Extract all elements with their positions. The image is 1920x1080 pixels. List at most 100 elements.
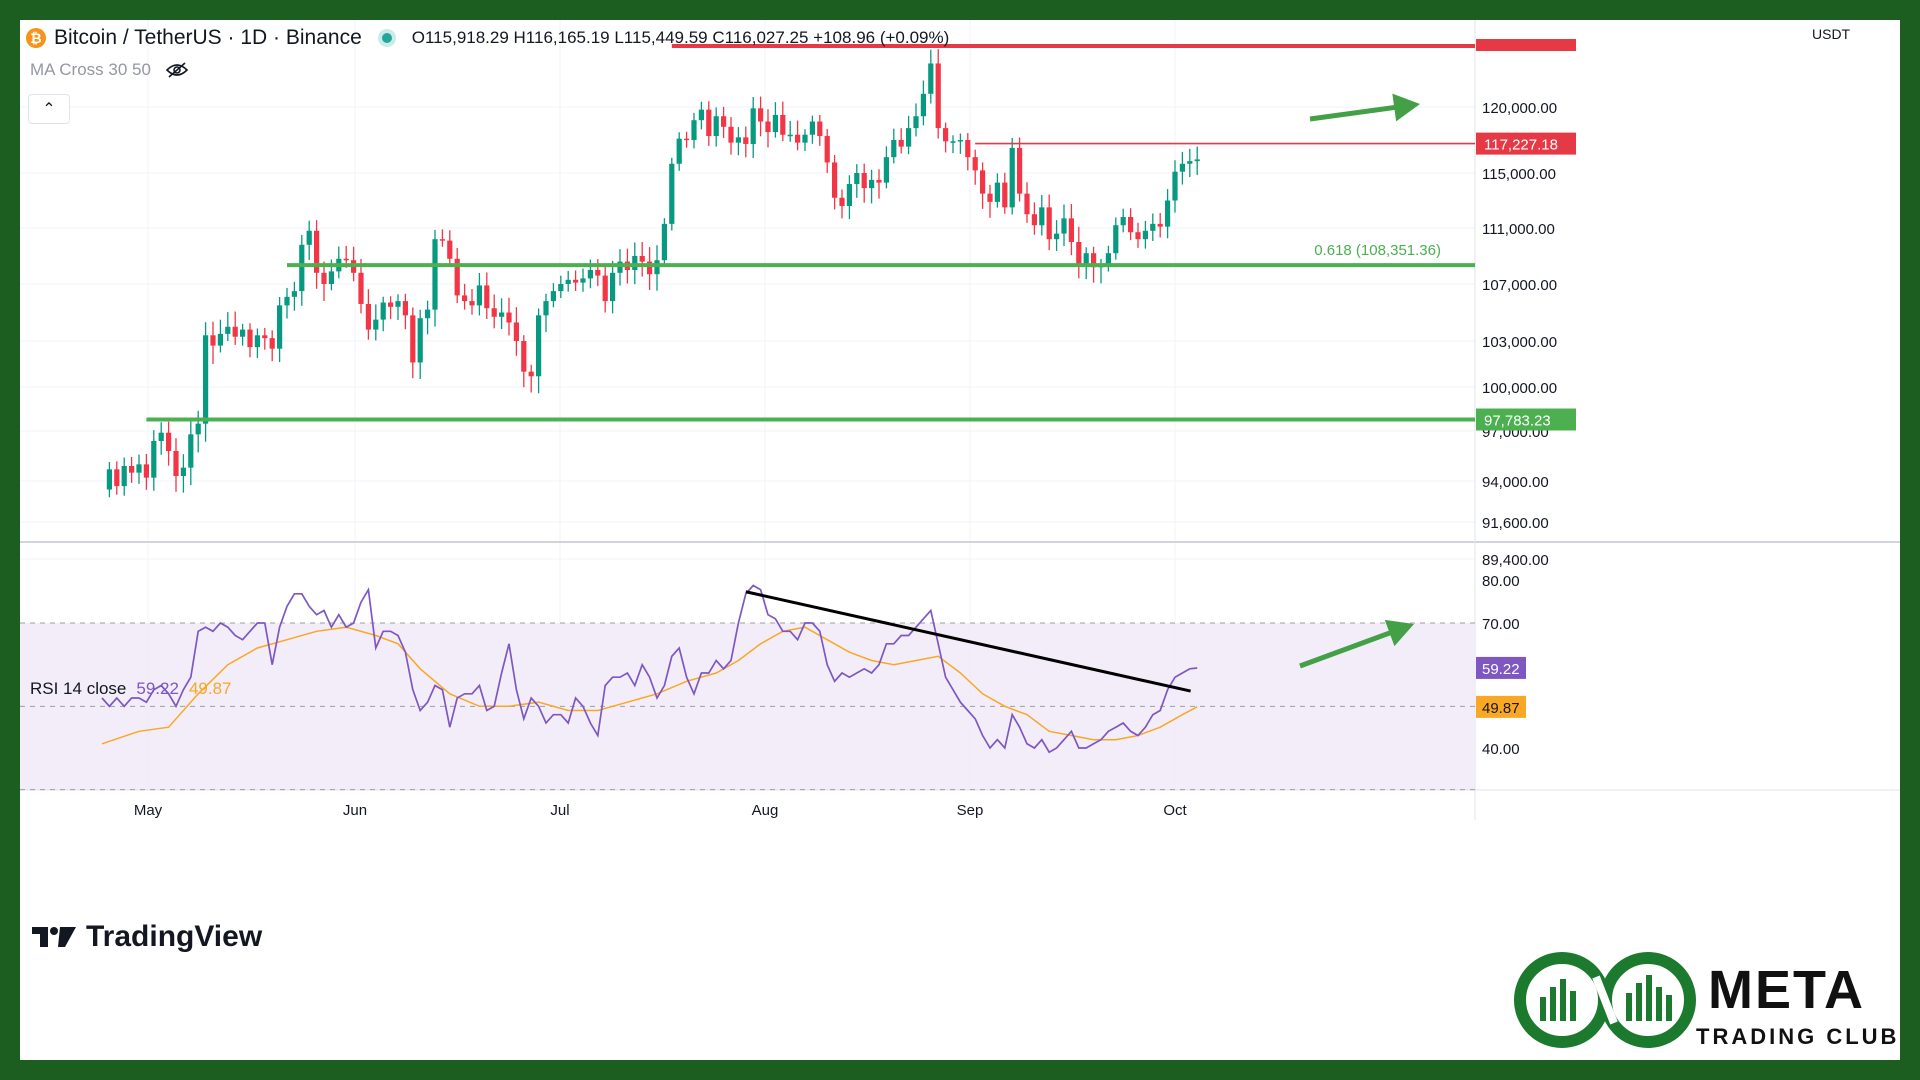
meta-brand-panel bbox=[1510, 945, 1890, 1055]
eye-off-icon[interactable] bbox=[165, 62, 189, 78]
candle-body bbox=[158, 432, 164, 441]
candle-body bbox=[824, 136, 830, 163]
candle-body bbox=[1076, 242, 1082, 265]
candle-body bbox=[617, 261, 623, 273]
rsi-ma-value-tag bbox=[1476, 695, 1526, 718]
candle-body bbox=[484, 285, 490, 309]
candle-body bbox=[950, 141, 956, 143]
candle-body bbox=[210, 335, 216, 346]
currency-label: USDT bbox=[1812, 26, 1851, 42]
price-up-arrow-head bbox=[1392, 93, 1420, 122]
candle-body bbox=[439, 239, 445, 241]
candle-body bbox=[417, 318, 423, 363]
time-tick-label: Oct bbox=[1163, 802, 1187, 819]
meta-logo-icon bbox=[1514, 952, 1696, 1048]
candle-body bbox=[654, 260, 660, 275]
tradingview-icon bbox=[32, 927, 76, 947]
rsi-up-arrow bbox=[1299, 626, 1402, 669]
rsi-legend[interactable]: RSI 14 close 59.22 49.87 bbox=[30, 679, 231, 699]
candle-body bbox=[706, 109, 712, 137]
price-tick-label: 103,000.00 bbox=[1482, 334, 1557, 351]
candle-body bbox=[595, 270, 601, 276]
rsi-value-label: 59.22 bbox=[1482, 661, 1520, 678]
tradingview-wordmark: TradingView bbox=[86, 920, 263, 953]
candle-body bbox=[513, 322, 519, 341]
candle-body bbox=[832, 162, 838, 198]
candle-body bbox=[1024, 193, 1030, 215]
candle-body bbox=[536, 315, 542, 377]
candle-body bbox=[1142, 230, 1148, 240]
rsi-tick-label: 80.00 bbox=[1482, 573, 1520, 590]
candle-body bbox=[602, 275, 608, 302]
price-tick-label: 100,000.00 bbox=[1482, 380, 1557, 397]
symbol-header[interactable]: ₿ Bitcoin / TetherUS · 1D · Binance O115… bbox=[26, 24, 949, 52]
candle-body bbox=[1194, 159, 1200, 162]
candle-body bbox=[180, 467, 186, 476]
rsi-line bbox=[101, 584, 1198, 754]
candle-body bbox=[506, 312, 512, 323]
candle-body bbox=[521, 341, 527, 372]
candle-body bbox=[1179, 163, 1185, 172]
support-price-tag bbox=[1476, 408, 1576, 431]
candle-body bbox=[277, 305, 283, 349]
time-tick-label: Jul bbox=[550, 802, 569, 819]
indicator-legend[interactable]: MA Cross 30 50 bbox=[30, 60, 189, 80]
candle-body bbox=[972, 157, 978, 171]
candle-body bbox=[743, 137, 749, 144]
candle-body bbox=[306, 230, 312, 245]
candle-body bbox=[129, 466, 135, 473]
currency-selector[interactable]: USDT bbox=[1812, 26, 1850, 42]
candle-body bbox=[809, 121, 815, 135]
candle-body bbox=[928, 63, 934, 94]
candle-body bbox=[698, 109, 704, 121]
time-tick-label: Sep bbox=[957, 802, 984, 819]
candle-body bbox=[691, 120, 697, 140]
candle-body bbox=[661, 223, 667, 261]
candle-body bbox=[573, 279, 579, 283]
candle-body bbox=[1165, 200, 1171, 227]
rsi-divergence-trendline bbox=[745, 590, 1191, 693]
candle-body bbox=[528, 371, 534, 377]
time-tick-label: May bbox=[134, 802, 163, 819]
candle-body bbox=[188, 434, 194, 468]
meta-brand-subtitle: TRADING CLUB bbox=[1696, 1024, 1900, 1049]
candle-body bbox=[565, 279, 571, 284]
resistance-price-tag bbox=[1476, 39, 1576, 51]
chart-canvas[interactable]: 0.618 (108,351.36) 120,000.00 115,000.00 11… bbox=[20, 20, 1900, 1060]
support-price-label: 97,783.23 bbox=[1484, 413, 1551, 430]
candle-body bbox=[136, 464, 142, 473]
candle-body bbox=[254, 335, 260, 348]
candle-body bbox=[772, 114, 778, 133]
candle-body bbox=[121, 466, 127, 487]
time-tick-label: Jun bbox=[343, 802, 367, 819]
candle-body bbox=[247, 329, 253, 348]
candle-body bbox=[787, 134, 793, 137]
candle-body bbox=[402, 301, 408, 316]
rsi-value-tag bbox=[1476, 656, 1526, 679]
tradingview-logo[interactable]: TradingView bbox=[32, 920, 262, 954]
collapse-legend-button[interactable]: ⌃ bbox=[28, 94, 70, 124]
candle-body bbox=[839, 197, 845, 206]
candle-body bbox=[765, 121, 771, 133]
candle-body bbox=[462, 295, 468, 302]
candle-body bbox=[173, 451, 179, 476]
bitcoin-icon: ₿ bbox=[26, 28, 46, 48]
candle-body bbox=[491, 308, 497, 317]
candle-body bbox=[713, 116, 719, 137]
candle-body bbox=[906, 128, 912, 147]
chart-frame: 0.618 (108,351.36) 120,000.00 115,000.00 11… bbox=[20, 20, 1900, 1060]
candle-body bbox=[262, 335, 268, 339]
candle-body bbox=[432, 239, 438, 310]
candle-body bbox=[943, 128, 949, 142]
candle-body bbox=[861, 173, 867, 189]
price-tick-label: 94,000.00 bbox=[1482, 474, 1549, 491]
rsi-up-arrow-head bbox=[1384, 619, 1414, 647]
candle-body bbox=[1083, 253, 1089, 265]
candle-body bbox=[780, 114, 786, 135]
candle-body bbox=[980, 170, 986, 194]
price-tick-label: 120,000.00 bbox=[1482, 100, 1557, 117]
rsi-band bbox=[20, 623, 1475, 790]
candle-body bbox=[454, 258, 460, 296]
candle-body bbox=[987, 193, 993, 202]
candle-body bbox=[669, 163, 675, 224]
